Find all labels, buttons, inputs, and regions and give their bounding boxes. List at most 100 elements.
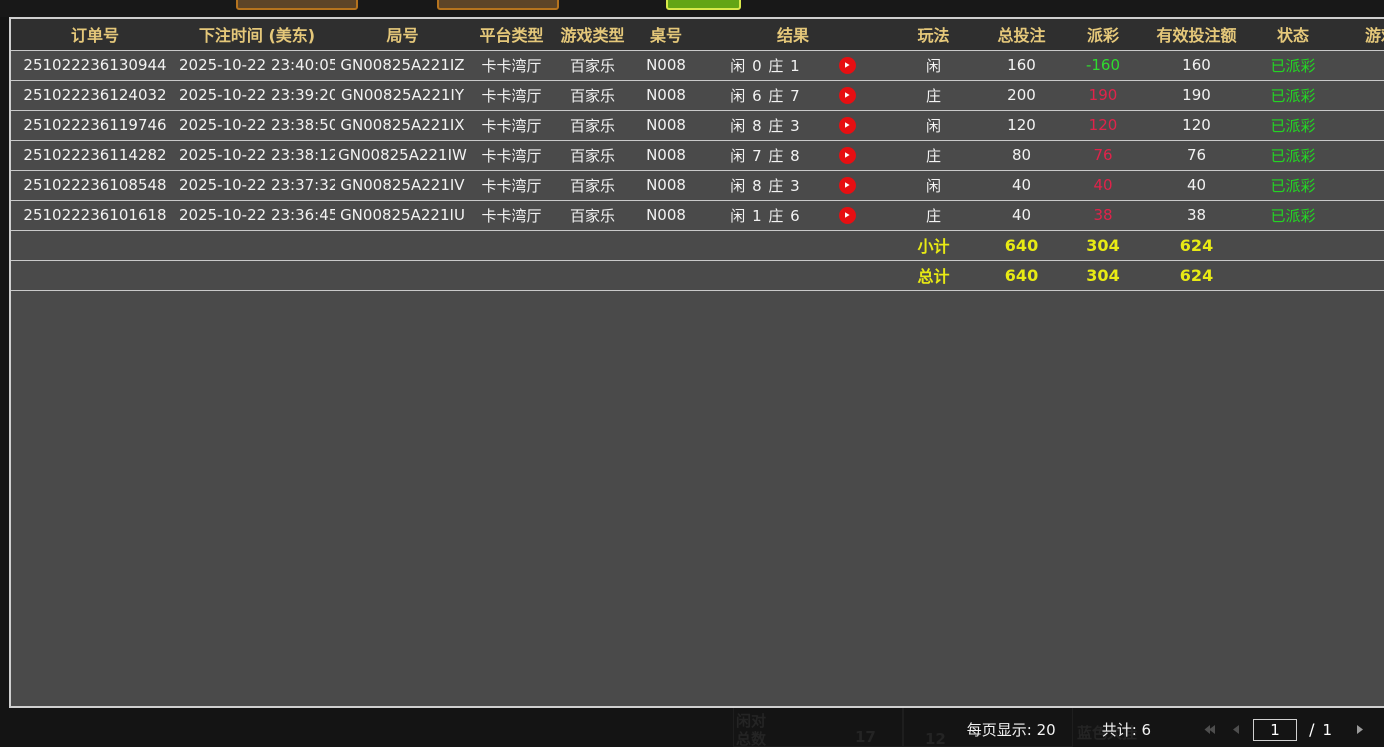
play-replay-icon[interactable] [838, 146, 856, 164]
cell-text-table_no: N008 [646, 86, 686, 104]
col-header-valid_bet[interactable]: 有效投注额 [1144, 19, 1249, 51]
col-header-game_type[interactable]: 游戏类型 [553, 19, 632, 51]
cell-text-status: 已派彩 [1270, 206, 1316, 225]
cell-text-game_type: 百家乐 [569, 206, 615, 225]
cell-text-game_type: 百家乐 [569, 56, 615, 75]
cell-platform: 卡卡湾厅 [470, 170, 553, 201]
col-header-order_no[interactable]: 订单号 [11, 19, 179, 51]
cell-game_type: 百家乐 [553, 80, 632, 111]
summary-valid_bet: 624 [1144, 260, 1249, 291]
result-wrapper: 闲 8 庄 3 [700, 175, 886, 196]
result-text: 闲 8 庄 3 [730, 116, 801, 135]
table-row[interactable]: 251022236108548 2025-10-22 23:37:32 GN0082… [11, 170, 1384, 201]
table-row[interactable]: 251022236101618 2025-10-22 23:36:45 GN0082… [11, 200, 1384, 231]
col-header-platform[interactable]: 平台类型 [470, 19, 553, 51]
cell-text-play_type: 庄 [925, 86, 941, 105]
summary-row: 总计 640 304 624 [11, 260, 1384, 291]
cell-table_no: N008 [632, 80, 700, 111]
cell-play_type: 庄 [886, 140, 981, 171]
table-row[interactable]: 251022236119746 2025-10-22 23:38:50 GN0082… [11, 110, 1384, 141]
tab-stub-3[interactable] [666, 0, 741, 10]
cell-round_no: GN00825A221IV [335, 170, 470, 201]
cell-text-play_type: 庄 [925, 206, 941, 225]
cell-result: 闲 7 庄 8 [700, 140, 886, 171]
cell-text-round_no: GN00825A221IZ [340, 56, 465, 74]
summary-text-total_bet: 640 [1004, 235, 1039, 255]
cell-text-bet_time: 2025-10-22 23:38:50 [179, 116, 335, 134]
result-wrapper: 闲 6 庄 7 [700, 85, 886, 106]
cell-text-total_bet: 40 [1011, 206, 1032, 224]
col-header-payout[interactable]: 派彩 [1062, 19, 1144, 51]
cell-result: 闲 8 庄 3 [700, 110, 886, 141]
play-replay-icon[interactable] [838, 116, 856, 134]
cell-result: 闲 8 庄 3 [700, 170, 886, 201]
next-page-icon[interactable] [1348, 719, 1370, 741]
cell-table_no: N008 [632, 50, 700, 81]
cell-table_no: N008 [632, 200, 700, 231]
cell-game_type: 百家乐 [553, 200, 632, 231]
prev-page-icon[interactable] [1225, 719, 1247, 741]
cell-order_no: 251022236130944 [11, 50, 179, 81]
col-header-round_no[interactable]: 局号 [335, 19, 470, 51]
play-replay-icon[interactable] [838, 86, 856, 104]
cell-table_no: N008 [632, 140, 700, 171]
tab-stub-2[interactable] [437, 0, 559, 10]
table-row[interactable]: 251022236130944 2025-10-22 23:40:05 GN0082… [11, 50, 1384, 81]
cell-total_bet: 40 [981, 200, 1062, 231]
cell-bet_time: 2025-10-22 23:39:20 [179, 80, 335, 111]
cell-text-total_bet: 40 [1011, 176, 1032, 194]
cell-play_type: 闲 [886, 170, 981, 201]
table-row[interactable]: 251022236114282 2025-10-22 23:38:12 GN0082… [11, 140, 1384, 171]
cell-text-table_no: N008 [646, 116, 686, 134]
play-replay-icon[interactable] [838, 56, 856, 74]
first-page-icon[interactable] [1199, 719, 1221, 741]
table-row[interactable]: 251022236124032 2025-10-22 23:39:20 GN0082… [11, 80, 1384, 111]
cell-text-order_no: 251022236114282 [23, 146, 167, 164]
cell-text-status: 已派彩 [1270, 116, 1316, 135]
col-header-bet_time[interactable]: 下注时间 (美东) [179, 19, 335, 51]
per-page-label: 每页显示: 20 [966, 721, 1056, 739]
col-header-result[interactable]: 结果 [700, 19, 886, 51]
cell-text-bet_time: 2025-10-22 23:40:05 [179, 56, 335, 74]
summary-text-payout: 304 [1086, 265, 1120, 285]
page-number-input[interactable] [1253, 718, 1298, 741]
summary-empty [335, 230, 470, 261]
summary-text-label: 小计 [917, 237, 950, 256]
result-text: 闲 1 庄 6 [730, 206, 801, 225]
cell-payout: -160 [1062, 50, 1144, 81]
cell-text-game_type: 百家乐 [569, 176, 615, 195]
cell-text-valid_bet: 40 [1186, 176, 1207, 194]
cell-text-round_no: GN00825A221IX [340, 116, 465, 134]
col-header-play_type[interactable]: 玩法 [886, 19, 981, 51]
tab-stub-1[interactable] [236, 0, 358, 10]
cell-text-platform: 卡卡湾厅 [481, 176, 542, 195]
cell-text-payout: 40 [1093, 176, 1113, 194]
cell-round_no: GN00825A221IX [335, 110, 470, 141]
result-text: 闲 7 庄 8 [730, 146, 801, 165]
cell-bet_time: 2025-10-22 23:38:50 [179, 110, 335, 141]
summary-payout: 304 [1062, 260, 1144, 291]
cell-total_bet: 120 [981, 110, 1062, 141]
col-header-game_mode[interactable]: 游戏模式 [1337, 19, 1384, 51]
play-replay-icon[interactable] [838, 176, 856, 194]
cell-text-total_bet: 80 [1011, 146, 1032, 164]
summary-empty [470, 260, 553, 291]
cell-round_no: GN00825A221IW [335, 140, 470, 171]
table-empty-area [11, 292, 1384, 706]
cell-play_type: 庄 [886, 200, 981, 231]
summary-payout: 304 [1062, 230, 1144, 261]
cell-text-valid_bet: 190 [1182, 86, 1211, 104]
col-header-status[interactable]: 状态 [1249, 19, 1337, 51]
cell-order_no: 251022236108548 [11, 170, 179, 201]
cell-text-table_no: N008 [646, 146, 686, 164]
cell-total_bet: 160 [981, 50, 1062, 81]
play-replay-icon[interactable] [838, 206, 856, 224]
col-header-table_no[interactable]: 桌号 [632, 19, 700, 51]
cell-text-game_type: 百家乐 [569, 86, 615, 105]
cell-text-status: 已派彩 [1270, 86, 1316, 105]
cell-game_type: 百家乐 [553, 50, 632, 81]
summary-empty [632, 260, 700, 291]
col-header-total_bet[interactable]: 总投注 [981, 19, 1062, 51]
cell-text-play_type: 庄 [925, 146, 941, 165]
summary-empty [179, 230, 335, 261]
